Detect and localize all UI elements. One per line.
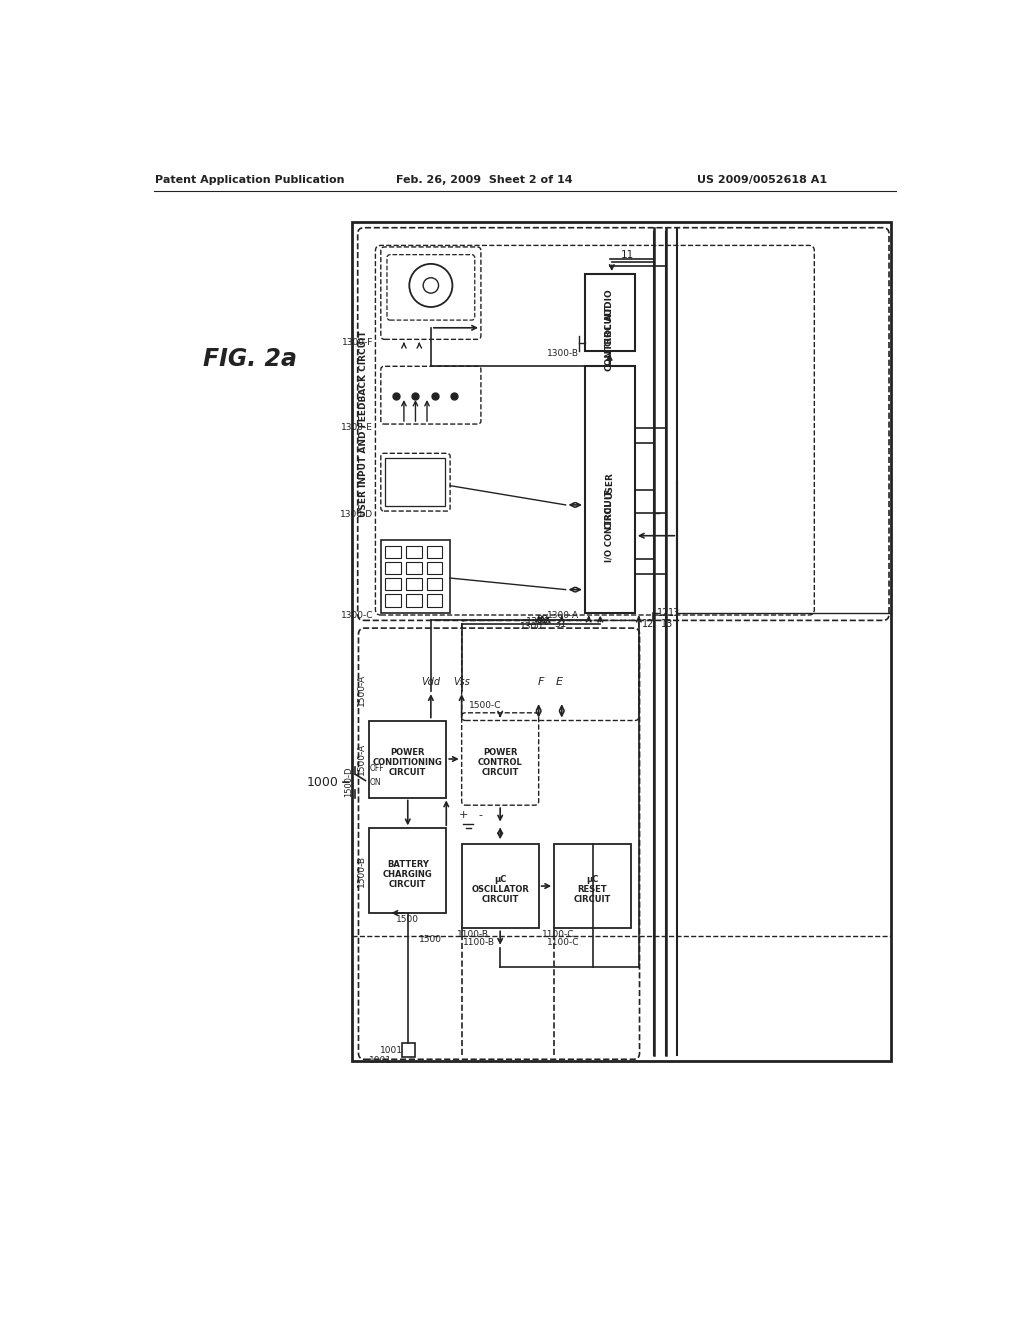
Text: CIRCUIT: CIRCUIT [605, 488, 614, 529]
Text: USER INPUT AND FEEDBACK CIRCUIT: USER INPUT AND FEEDBACK CIRCUIT [358, 331, 368, 517]
Text: FIG. 2a: FIG. 2a [203, 347, 297, 371]
Bar [585, 367, 635, 612]
Text: CHARGING: CHARGING [383, 870, 432, 879]
Text: CIRCUIT: CIRCUIT [573, 895, 611, 904]
Text: 1500: 1500 [420, 936, 442, 944]
Text: 1300-A: 1300-A [547, 611, 579, 620]
Text: 1500: 1500 [396, 915, 419, 924]
Text: μC: μC [587, 875, 599, 884]
Text: AUDIO: AUDIO [605, 288, 614, 321]
Text: 12: 12 [642, 619, 654, 630]
Bar [427, 578, 442, 590]
Text: 1100-C: 1100-C [547, 937, 580, 946]
Bar [427, 594, 442, 607]
Text: POWER: POWER [483, 748, 517, 758]
Bar [385, 562, 400, 574]
Text: 1100-C: 1100-C [542, 931, 574, 939]
Text: 1300: 1300 [519, 622, 543, 631]
Bar [462, 843, 539, 928]
Bar [381, 540, 451, 612]
Text: F: F [538, 677, 544, 686]
Text: CIRCUIT: CIRCUIT [389, 768, 426, 777]
Text: OFF: OFF [370, 764, 384, 772]
Text: -: - [479, 810, 483, 820]
Bar [407, 578, 422, 590]
Text: US 2009/0052618 A1: US 2009/0052618 A1 [697, 176, 827, 185]
Text: 1300-D: 1300-D [340, 510, 373, 519]
Text: 13: 13 [668, 607, 680, 618]
Text: 1300-E: 1300-E [341, 422, 373, 432]
Text: 1300-B: 1300-B [547, 350, 579, 359]
Text: μC: μC [494, 875, 506, 884]
Text: 1300-F: 1300-F [342, 338, 373, 347]
Text: CIRCUIT: CIRCUIT [605, 305, 614, 346]
Text: 1001: 1001 [370, 1056, 392, 1065]
Text: ON: ON [370, 777, 381, 787]
Bar [554, 843, 631, 928]
Text: 1300: 1300 [526, 616, 551, 627]
Bar [385, 594, 400, 607]
Text: 1500-A: 1500-A [357, 673, 366, 706]
Bar [385, 578, 400, 590]
Text: +: + [459, 810, 468, 820]
Text: Vss: Vss [454, 677, 470, 686]
Text: BATTERY: BATTERY [387, 861, 429, 869]
Text: 1001: 1001 [380, 1045, 403, 1055]
Text: 1500-C: 1500-C [469, 701, 501, 710]
Bar [385, 545, 400, 558]
Text: OSCILLATOR: OSCILLATOR [471, 886, 529, 895]
Text: 1500-A: 1500-A [357, 743, 366, 775]
Text: Vdd: Vdd [421, 677, 440, 686]
Bar [407, 545, 422, 558]
Bar [385, 458, 445, 507]
Text: CIRCUIT: CIRCUIT [481, 768, 519, 777]
Text: I/O CONTROL: I/O CONTROL [605, 502, 614, 562]
Text: Feb. 26, 2009  Sheet 2 of 14: Feb. 26, 2009 Sheet 2 of 14 [396, 176, 573, 185]
Text: CONTROL: CONTROL [605, 322, 614, 371]
Text: 1100-B: 1100-B [457, 931, 489, 939]
Text: USER: USER [605, 473, 614, 499]
Bar [585, 275, 635, 351]
Text: 1100-B: 1100-B [463, 937, 495, 946]
Bar [401, 1043, 416, 1057]
Bar [407, 562, 422, 574]
Text: E: E [556, 677, 563, 686]
Text: CIRCUIT: CIRCUIT [481, 895, 519, 904]
Text: 1300-C: 1300-C [341, 611, 373, 620]
Bar [370, 829, 446, 913]
Text: Patent Application Publication: Patent Application Publication [156, 176, 345, 185]
Text: POWER: POWER [390, 748, 425, 758]
Text: CONTROL: CONTROL [478, 759, 522, 767]
Bar [407, 594, 422, 607]
Text: 1500-D: 1500-D [344, 767, 353, 797]
Text: 13: 13 [662, 619, 674, 630]
Text: CONDITIONING: CONDITIONING [373, 759, 442, 767]
Text: 11: 11 [621, 249, 634, 260]
Text: 31: 31 [554, 619, 566, 630]
Bar [352, 222, 891, 1061]
Bar [427, 562, 442, 574]
Text: CIRCUIT: CIRCUIT [389, 880, 426, 888]
Text: 1500-B: 1500-B [357, 854, 366, 887]
Text: 1000: 1000 [306, 776, 339, 788]
Text: RESET: RESET [578, 886, 607, 895]
Text: 12: 12 [656, 607, 669, 618]
Bar [427, 545, 442, 558]
Bar [370, 721, 446, 797]
Text: 32: 32 [537, 615, 549, 626]
